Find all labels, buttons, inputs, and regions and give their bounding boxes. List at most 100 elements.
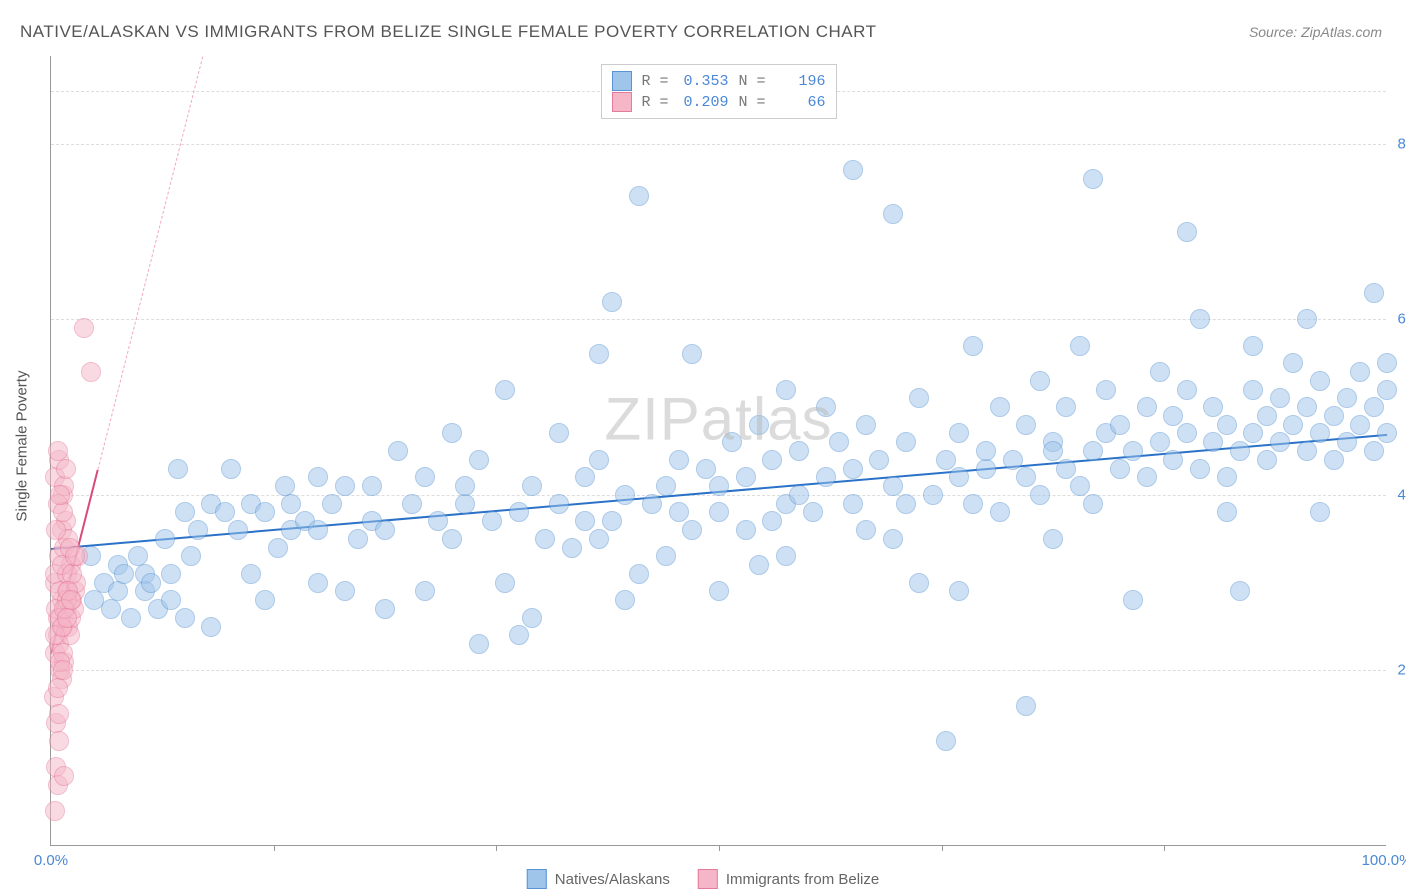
scatter-point <box>388 441 408 461</box>
scatter-point <box>1297 441 1317 461</box>
x-tick-mark <box>942 845 943 851</box>
scatter-point <box>762 511 782 531</box>
scatter-point <box>1310 423 1330 443</box>
scatter-point <box>990 502 1010 522</box>
scatter-point <box>1083 169 1103 189</box>
scatter-point <box>909 388 929 408</box>
scatter-point <box>49 731 69 751</box>
scatter-point <box>469 450 489 470</box>
scatter-point <box>682 520 702 540</box>
scatter-point <box>65 546 85 566</box>
scatter-point <box>1083 441 1103 461</box>
legend-label-1: Natives/Alaskans <box>555 871 670 888</box>
legend-swatch-1 <box>527 869 547 889</box>
scatter-point <box>602 511 622 531</box>
scatter-point <box>949 423 969 443</box>
scatter-point <box>1243 423 1263 443</box>
scatter-point <box>762 450 782 470</box>
y-tick-label: 20.0% <box>1397 662 1406 679</box>
scatter-point <box>1337 432 1357 452</box>
legend-n-value-2: 66 <box>776 94 826 111</box>
scatter-point <box>896 432 916 452</box>
scatter-point <box>656 546 676 566</box>
scatter-point <box>375 520 395 540</box>
scatter-point <box>1043 529 1063 549</box>
scatter-point <box>1056 459 1076 479</box>
scatter-point <box>335 476 355 496</box>
scatter-point <box>1003 450 1023 470</box>
scatter-point <box>1043 441 1063 461</box>
gridline-h <box>51 319 1386 320</box>
scatter-point <box>1350 362 1370 382</box>
scatter-point <box>1070 336 1090 356</box>
scatter-point <box>221 459 241 479</box>
scatter-point <box>1270 388 1290 408</box>
scatter-point <box>1163 406 1183 426</box>
scatter-point <box>936 731 956 751</box>
scatter-point <box>856 415 876 435</box>
x-tick-mark <box>274 845 275 851</box>
scatter-point <box>141 573 161 593</box>
legend-item-1: Natives/Alaskans <box>527 869 670 889</box>
source-name: ZipAtlas.com <box>1301 24 1382 40</box>
scatter-point <box>1297 309 1317 329</box>
legend-n-value-1: 196 <box>776 73 826 90</box>
scatter-point <box>114 564 134 584</box>
scatter-point <box>49 704 69 724</box>
scatter-point <box>121 608 141 628</box>
trend-line <box>97 56 203 469</box>
legend-swatch-blue <box>611 71 631 91</box>
scatter-point <box>869 450 889 470</box>
scatter-point <box>1350 415 1370 435</box>
scatter-point <box>308 467 328 487</box>
scatter-point <box>57 608 77 628</box>
legend-r-value-1: 0.353 <box>679 73 729 90</box>
scatter-point <box>74 318 94 338</box>
scatter-point <box>1123 590 1143 610</box>
scatter-point <box>1096 380 1116 400</box>
y-tick-label: 80.0% <box>1397 135 1406 152</box>
scatter-point <box>575 467 595 487</box>
scatter-point <box>883 204 903 224</box>
scatter-point <box>816 467 836 487</box>
scatter-point <box>228 520 248 540</box>
scatter-point <box>776 380 796 400</box>
scatter-point <box>1283 415 1303 435</box>
scatter-point <box>669 450 689 470</box>
scatter-point <box>1324 406 1344 426</box>
plot-area: ZIPatlas R = 0.353 N = 196 R = 0.209 N =… <box>50 56 1386 846</box>
scatter-point <box>188 520 208 540</box>
scatter-point <box>562 538 582 558</box>
scatter-point <box>656 476 676 496</box>
scatter-point <box>181 546 201 566</box>
scatter-point <box>936 450 956 470</box>
scatter-point <box>1230 581 1250 601</box>
scatter-point <box>963 336 983 356</box>
scatter-point <box>1177 222 1197 242</box>
scatter-point <box>1324 450 1344 470</box>
scatter-point <box>1217 502 1237 522</box>
scatter-point <box>575 511 595 531</box>
scatter-point <box>81 362 101 382</box>
scatter-point <box>1217 415 1237 435</box>
scatter-point <box>696 459 716 479</box>
scatter-point <box>1310 502 1330 522</box>
scatter-point <box>56 459 76 479</box>
scatter-point <box>322 494 342 514</box>
scatter-point <box>709 476 729 496</box>
scatter-point <box>1123 441 1143 461</box>
scatter-point <box>348 529 368 549</box>
scatter-point <box>1190 309 1210 329</box>
scatter-point <box>629 564 649 584</box>
scatter-point <box>749 555 769 575</box>
scatter-point <box>549 423 569 443</box>
scatter-point <box>495 380 515 400</box>
scatter-point <box>615 590 635 610</box>
x-tick-mark <box>719 845 720 851</box>
y-tick-label: 60.0% <box>1397 311 1406 328</box>
source-label: Source: ZipAtlas.com <box>1249 24 1382 40</box>
scatter-point <box>682 344 702 364</box>
scatter-point <box>1297 397 1317 417</box>
scatter-point <box>455 494 475 514</box>
scatter-point <box>1070 476 1090 496</box>
